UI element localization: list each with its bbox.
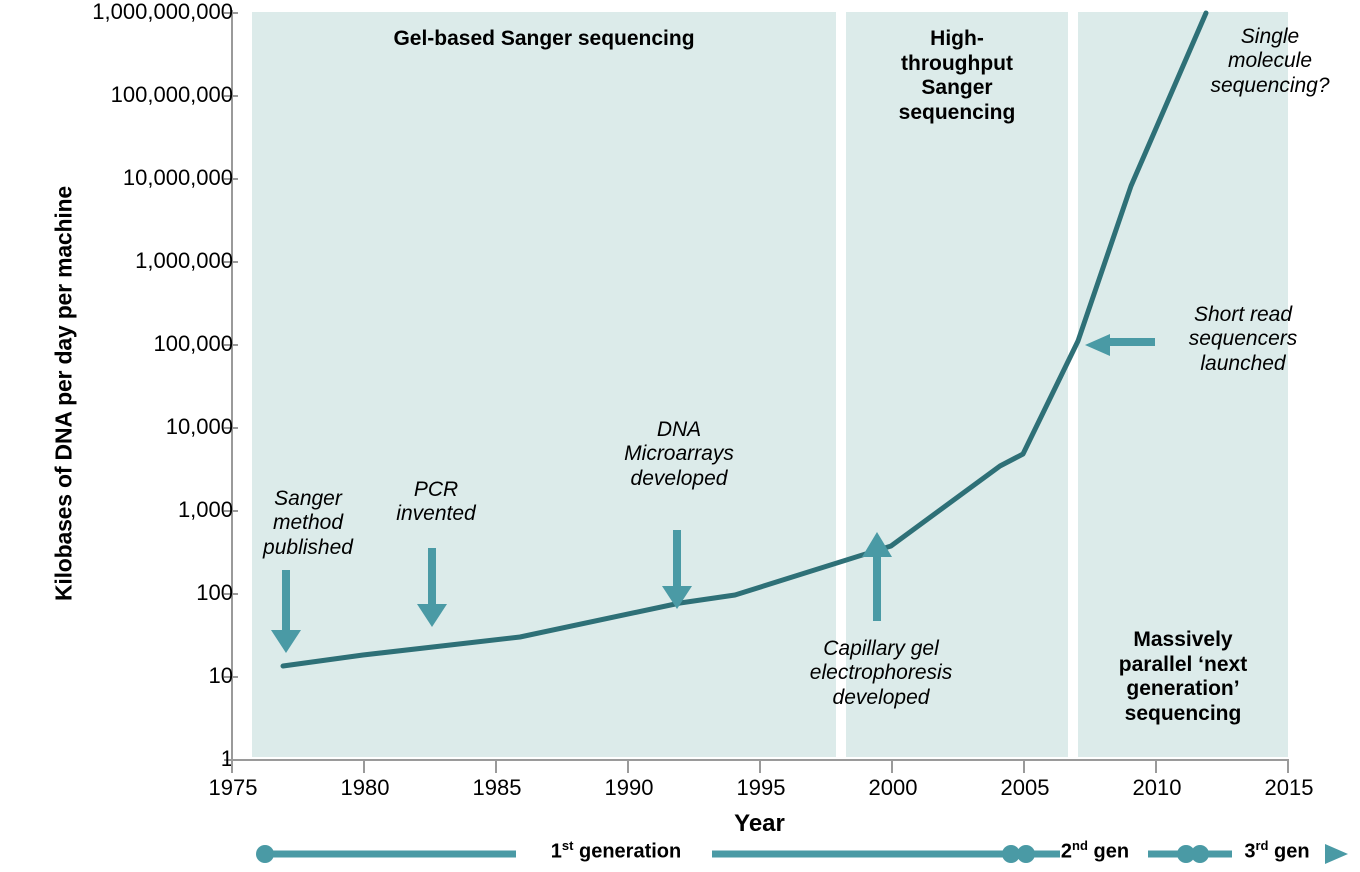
annotation-single-molecule: Single molecule sequencing? [1190,25,1350,98]
x-tick-label-2015: 2015 [1264,775,1314,800]
y-tickmark-1e2 [224,593,238,595]
y-tick-label-1e5: 100,000 [153,331,233,356]
x-tick-label-2010: 2010 [1132,775,1182,800]
band-title-ht-line3: Sanger [921,76,993,100]
gen3-number: 3 [1244,840,1256,863]
band-title-next-generation: Massively parallel ‘next generation’ seq… [1078,628,1288,726]
y-tick-label-1e0: 1 [220,746,233,771]
y-tickmark-1e1 [224,676,238,678]
gen1-suffix: st [561,838,574,853]
x-tickmark-2015 [1287,759,1289,773]
gen-label-second: 2nd gen [1036,838,1154,864]
y-axis-title: Kilobases of DNA per day per machine [50,186,77,602]
annotation-pcr-line2: invented [396,502,476,526]
y-tick-label-1e7: 10,000,000 [122,165,233,190]
band-title-gel-sanger-text: Gel-based Sanger sequencing [393,27,695,50]
annotation-sanger-line1: Sanger [274,487,342,510]
annotation-capillary-line3: developed [832,685,930,709]
x-tickmark-1975 [231,759,233,773]
annotation-single-line2: molecule [1227,49,1313,73]
annotation-shortread-line2: sequencers [1188,327,1298,351]
annotation-capillary-line1: Capillary gel [823,637,939,660]
annotation-single-line3: sequencing? [1210,73,1330,97]
y-tickmark-1e8 [224,95,238,97]
y-tick-label-1e2: 100 [196,580,233,605]
annotation-pcr-invented: PCR invented [378,478,494,527]
x-tickmark-1980 [363,759,365,773]
annotation-shortread-line3: launched [1200,351,1286,375]
x-tick-label-2005: 2005 [1000,775,1050,800]
y-tickmark-1e9 [224,12,238,14]
x-tick-label-1985: 1985 [472,775,522,800]
gen-label-third: 3rd gen [1222,838,1332,864]
band-title-ht-line1: High- [930,27,984,50]
annotation-sanger-line2: method [272,511,344,535]
gen2-number: 2 [1060,840,1073,863]
band-title-gel-sanger: Gel-based Sanger sequencing [252,27,836,52]
gen1-number: 1 [550,840,562,863]
annotation-dna-microarrays: DNA Microarrays developed [604,418,754,491]
band-title-ng-line1: Massively [1133,628,1233,651]
band-title-ng-line3: generation’ [1126,677,1240,701]
annotation-sanger-method: Sanger method published [243,487,373,560]
y-tick-label-1e9: 1,000,000,000 [92,0,233,24]
y-tickmark-1e4 [224,427,238,429]
band-gel-sanger [252,12,836,757]
x-tick-label-2000: 2000 [868,775,918,800]
generation-timeline [256,844,1348,864]
band-title-ng-line2: parallel ‘next [1118,652,1248,676]
y-tickmark-1e5 [224,344,238,346]
x-tickmark-1995 [759,759,761,773]
x-tick-label-1980: 1980 [340,775,390,800]
annotation-capillary-gel: Capillary gel electrophoresis developed [790,637,972,710]
annotation-shortread-line1: Short read [1193,303,1293,326]
y-tickmark-1e3 [224,510,238,512]
annotation-short-read: Short read sequencers launched [1160,303,1326,376]
band-title-ng-line4: sequencing [1124,701,1242,725]
y-tick-label-1e4: 10,000 [165,414,233,439]
x-tickmark-1990 [627,759,629,773]
annotation-microarray-line3: developed [630,466,728,490]
y-axis-line [231,10,233,760]
annotation-pcr-line1: PCR [413,478,459,501]
x-axis-title: Year [734,810,785,837]
gen3-suffix: rd [1255,838,1269,853]
x-tick-label-1990: 1990 [604,775,654,800]
annotation-microarray-line2: Microarrays [624,442,734,466]
gen1-start-dot-icon [256,845,274,863]
x-tickmark-1985 [495,759,497,773]
gen2-end-dot-icon [1177,845,1195,863]
y-tickmark-1e6 [224,261,238,263]
annotation-microarray-line1: DNA [656,418,702,441]
x-tick-label-1995: 1995 [736,775,786,800]
gen2-suffix: nd [1072,838,1088,853]
gen3-arrow-icon [1325,844,1348,864]
band-title-ht-line2: throughput [901,51,1013,75]
y-tick-label-1e3: 1,000 [177,497,233,522]
x-tickmark-2000 [891,759,893,773]
gen1-end-dot-icon [1002,845,1020,863]
annotation-single-line1: Single [1240,25,1300,48]
gen2-word: gen [1087,840,1130,863]
y-tickmark-1e7 [224,178,238,180]
gen3-word: gen [1268,840,1310,863]
annotation-sanger-line3: published [263,535,353,559]
y-tick-label-1e6: 1,000,000 [135,248,233,273]
band-title-ht-line4: sequencing [898,100,1016,124]
x-tick-label-1975: 1975 [208,775,258,800]
band-title-high-throughput: High- throughput Sanger sequencing [846,27,1068,125]
y-tick-label-1e8: 100,000,000 [110,82,233,107]
gen1-word: generation [573,840,682,863]
x-tickmark-2010 [1155,759,1157,773]
gen-label-first: 1st generation [456,838,776,864]
annotation-capillary-line2: electrophoresis [809,661,953,685]
x-tickmark-2005 [1023,759,1025,773]
y-tick-label-1e1: 10 [208,663,233,688]
